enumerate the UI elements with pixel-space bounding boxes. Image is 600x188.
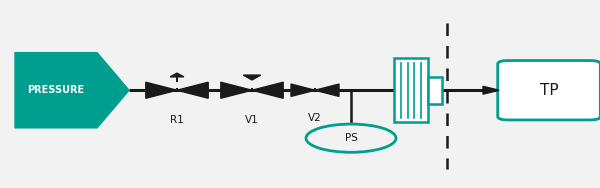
Polygon shape bbox=[252, 82, 283, 98]
Polygon shape bbox=[291, 84, 315, 96]
Text: V1: V1 bbox=[245, 115, 259, 125]
FancyBboxPatch shape bbox=[428, 77, 442, 104]
Polygon shape bbox=[15, 53, 129, 128]
Polygon shape bbox=[243, 75, 261, 80]
Polygon shape bbox=[483, 86, 499, 94]
Polygon shape bbox=[170, 73, 184, 77]
Polygon shape bbox=[177, 82, 208, 98]
Text: TP: TP bbox=[539, 83, 559, 98]
Text: V2: V2 bbox=[308, 113, 322, 123]
Polygon shape bbox=[146, 82, 177, 98]
Text: PRESSURE: PRESSURE bbox=[28, 85, 85, 95]
Polygon shape bbox=[315, 84, 339, 96]
FancyBboxPatch shape bbox=[394, 58, 428, 122]
Polygon shape bbox=[221, 82, 252, 98]
Text: PS: PS bbox=[344, 133, 358, 143]
Text: R1: R1 bbox=[170, 115, 184, 125]
FancyBboxPatch shape bbox=[498, 61, 600, 120]
